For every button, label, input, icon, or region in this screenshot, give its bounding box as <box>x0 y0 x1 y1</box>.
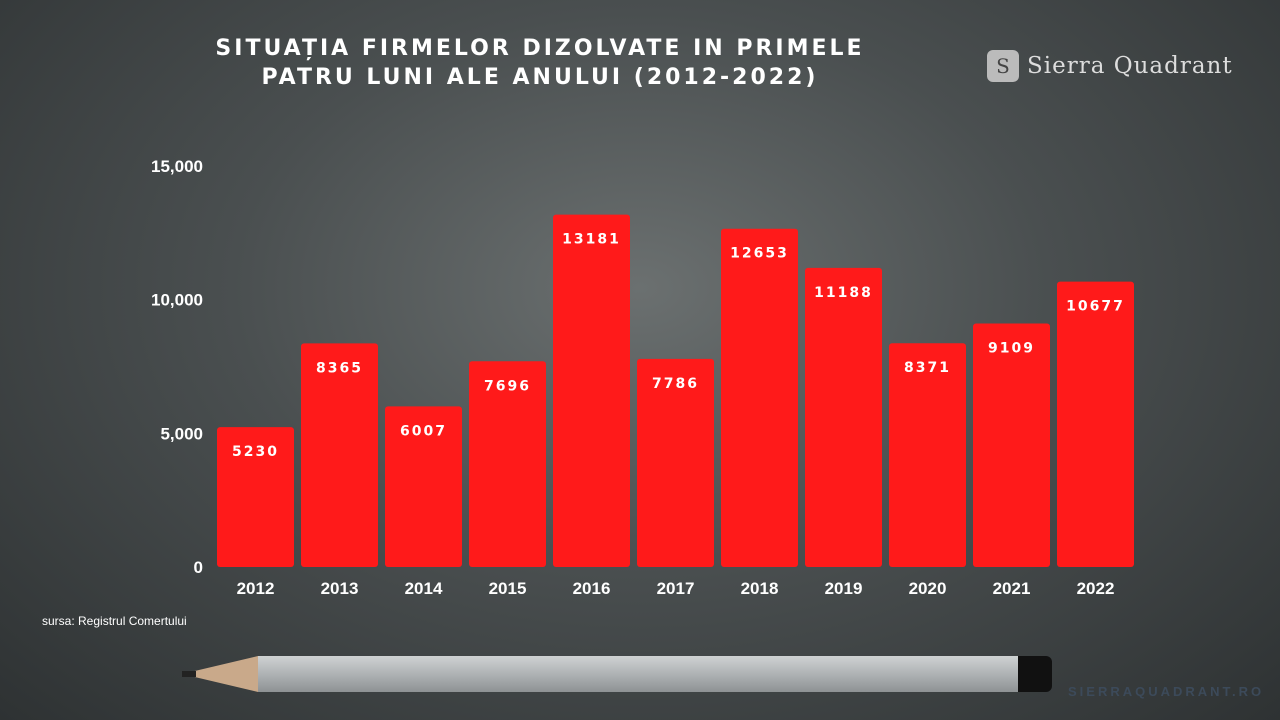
x-tick-label: 2015 <box>489 579 527 598</box>
x-tick-label: 2013 <box>321 579 359 598</box>
data-label: 10677 <box>1066 299 1125 315</box>
bar-2012 <box>217 427 294 567</box>
x-tick-label: 2021 <box>993 579 1031 598</box>
logo-icon: S <box>987 50 1019 82</box>
x-tick-label: 2018 <box>741 579 779 598</box>
bar-2019 <box>805 267 882 567</box>
title-line-1: SITUAȚIA FIRMELOR DIZOLVATE IN PRIMELE <box>215 36 865 61</box>
x-tick-label: 2020 <box>909 579 947 598</box>
data-label: 7696 <box>484 378 531 394</box>
source-note: sursa: Registrul Comertului <box>42 614 187 628</box>
bar-2020 <box>889 343 966 567</box>
data-label: 11188 <box>814 285 873 301</box>
y-tick-label: 5,000 <box>160 424 203 443</box>
website-label: SIERRAQUADRANT.RO <box>1068 684 1265 699</box>
y-tick-label: 0 <box>194 558 203 577</box>
bar-2016 <box>553 214 630 567</box>
y-tick-label: 15,000 <box>151 157 203 176</box>
title-line-2: PATRU LUNI ALE ANULUI (2012-2022) <box>261 65 819 90</box>
bar-2021 <box>973 323 1050 567</box>
bar-2013 <box>301 343 378 567</box>
bar-2014 <box>385 406 462 567</box>
data-label: 9109 <box>988 340 1035 356</box>
x-tick-label: 2014 <box>405 579 443 598</box>
logo-text: Sierra Quadrant <box>1027 53 1233 79</box>
x-tick-label: 2022 <box>1077 579 1115 598</box>
data-label: 8365 <box>316 360 363 376</box>
bar-2022 <box>1057 281 1134 567</box>
bar-2015 <box>469 361 546 567</box>
data-label: 6007 <box>400 423 447 439</box>
data-label: 12653 <box>730 246 789 262</box>
y-tick-label: 10,000 <box>151 291 203 310</box>
data-label: 13181 <box>562 232 621 248</box>
x-tick-label: 2016 <box>573 579 611 598</box>
bar-2018 <box>721 228 798 567</box>
data-label: 7786 <box>652 376 699 392</box>
bar-2017 <box>637 358 714 567</box>
x-tick-label: 2012 <box>237 579 275 598</box>
pencil-image <box>182 656 1052 692</box>
data-label: 8371 <box>904 360 951 376</box>
x-tick-label: 2017 <box>657 579 695 598</box>
x-tick-label: 2019 <box>825 579 863 598</box>
data-label: 5230 <box>232 444 279 460</box>
chart-title: SITUAȚIA FIRMELOR DIZOLVATE IN PRIMELE P… <box>190 34 890 92</box>
brand-logo: S Sierra Quadrant <box>987 50 1233 82</box>
